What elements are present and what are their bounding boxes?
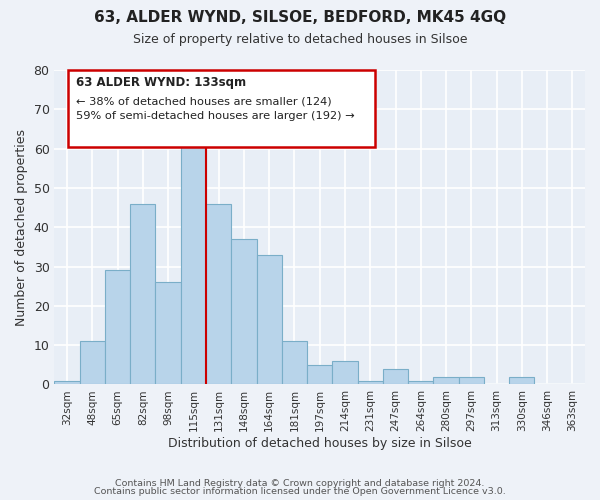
Text: ← 38% of detached houses are smaller (124)
59% of semi-detached houses are large: ← 38% of detached houses are smaller (12…: [76, 96, 354, 120]
Text: 63 ALDER WYND: 133sqm: 63 ALDER WYND: 133sqm: [76, 76, 246, 90]
Bar: [383, 368, 408, 384]
X-axis label: Distribution of detached houses by size in Silsoe: Distribution of detached houses by size …: [168, 437, 472, 450]
Bar: [408, 380, 433, 384]
Bar: [80, 341, 105, 384]
Bar: [105, 270, 130, 384]
Bar: [206, 204, 231, 384]
Text: 63, ALDER WYND, SILSOE, BEDFORD, MK45 4GQ: 63, ALDER WYND, SILSOE, BEDFORD, MK45 4G…: [94, 10, 506, 25]
Bar: [130, 204, 155, 384]
Bar: [181, 133, 206, 384]
Bar: [433, 376, 458, 384]
Bar: [307, 365, 332, 384]
Bar: [332, 361, 358, 384]
Bar: [231, 239, 257, 384]
Bar: [55, 380, 80, 384]
Bar: [155, 282, 181, 384]
FancyBboxPatch shape: [68, 70, 376, 147]
Bar: [358, 380, 383, 384]
Bar: [257, 254, 282, 384]
Bar: [282, 341, 307, 384]
Text: Size of property relative to detached houses in Silsoe: Size of property relative to detached ho…: [133, 32, 467, 46]
Text: Contains public sector information licensed under the Open Government Licence v3: Contains public sector information licen…: [94, 487, 506, 496]
Bar: [509, 376, 535, 384]
Y-axis label: Number of detached properties: Number of detached properties: [15, 128, 28, 326]
Bar: [458, 376, 484, 384]
Text: Contains HM Land Registry data © Crown copyright and database right 2024.: Contains HM Land Registry data © Crown c…: [115, 478, 485, 488]
